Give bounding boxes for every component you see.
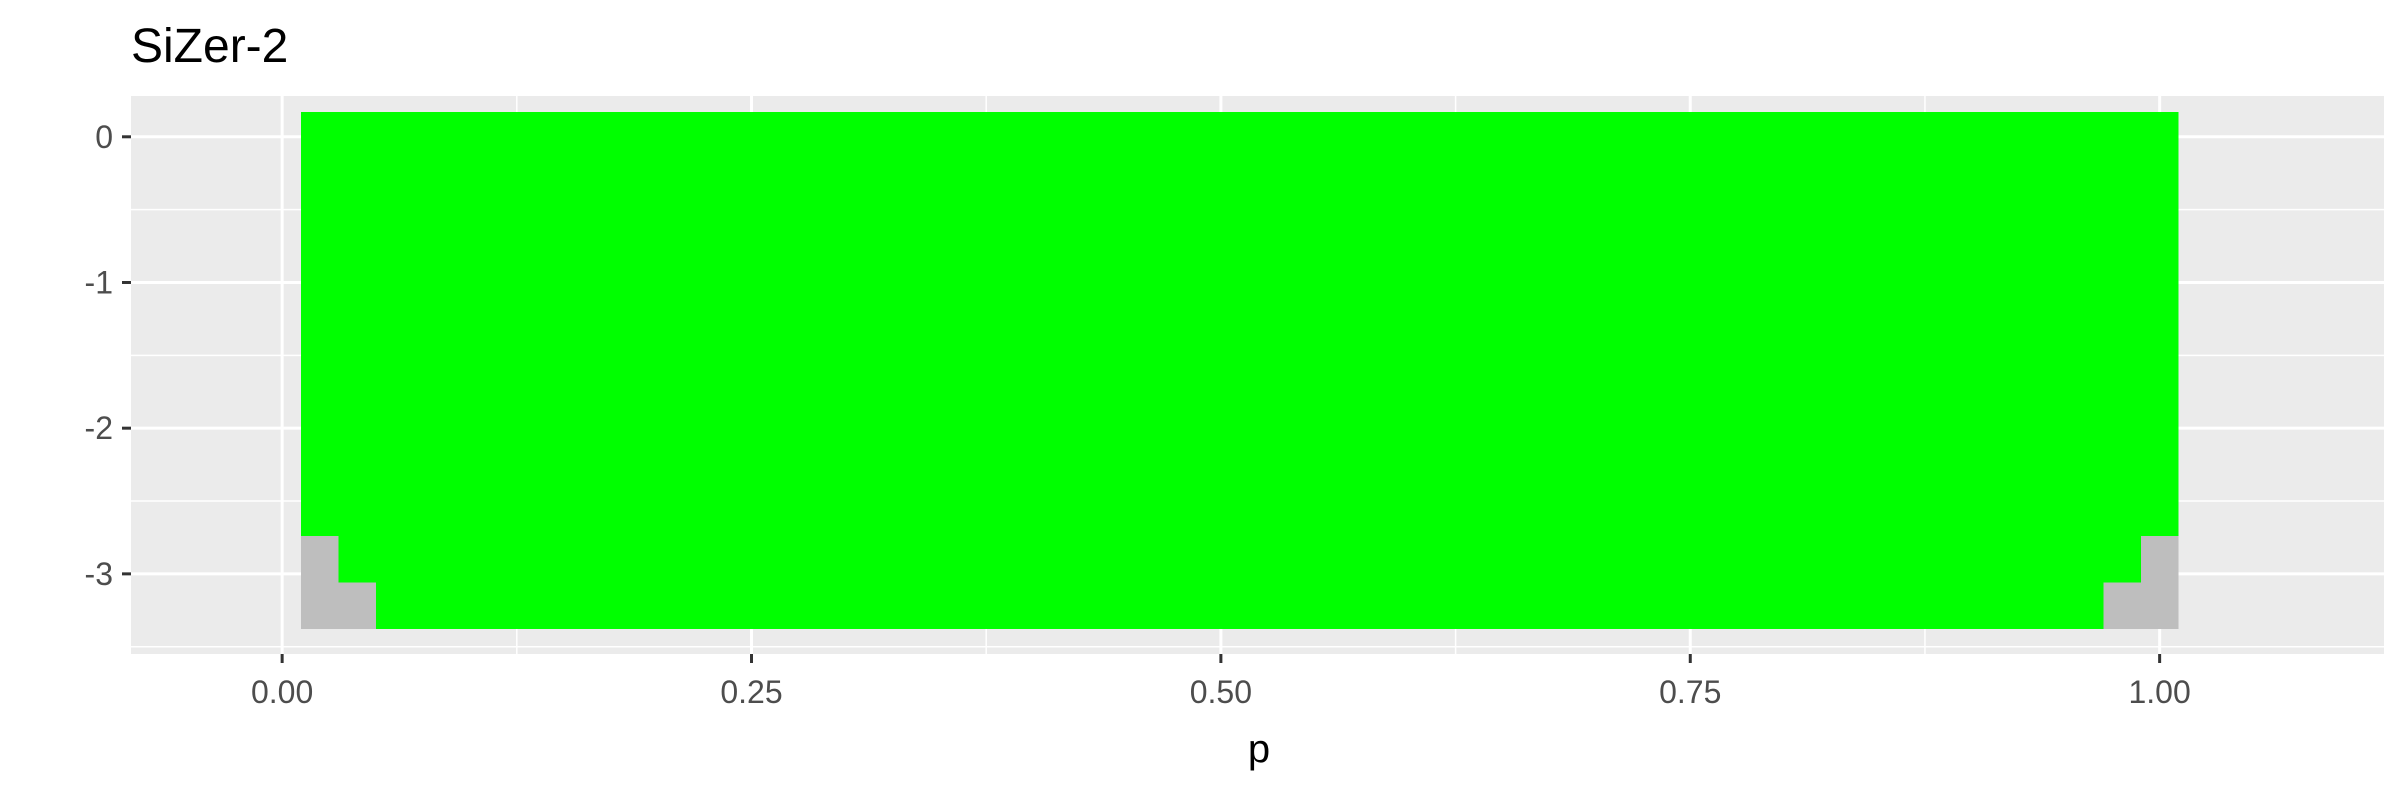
- region-low-right-1: [2103, 582, 2141, 630]
- x-axis: 0.00 0.25 0.50 0.75 1.00: [251, 654, 2191, 710]
- region-significant: [300, 112, 2179, 630]
- y-tick-label-0: 0: [95, 119, 113, 155]
- y-tick-label-1: -1: [85, 264, 113, 300]
- region-low-left-2: [338, 582, 377, 630]
- region-low-left-1: [300, 535, 339, 630]
- x-tick-label-4: 1.00: [2128, 674, 2190, 710]
- x-tick-label-2: 0.50: [1190, 674, 1252, 710]
- y-tick-label-2: -2: [85, 410, 113, 446]
- x-axis-title: p: [1248, 727, 1270, 771]
- x-tick-label-1: 0.25: [720, 674, 782, 710]
- region-low-right-2: [2140, 535, 2179, 630]
- chart-title: SiZer-2: [131, 20, 288, 73]
- y-tick-label-3: -3: [85, 556, 113, 592]
- x-tick-label-0: 0.00: [251, 674, 313, 710]
- x-tick-label-3: 0.75: [1659, 674, 1721, 710]
- sizer-regions: [300, 112, 2179, 630]
- y-axis: 0 -1 -2 -3: [85, 119, 131, 592]
